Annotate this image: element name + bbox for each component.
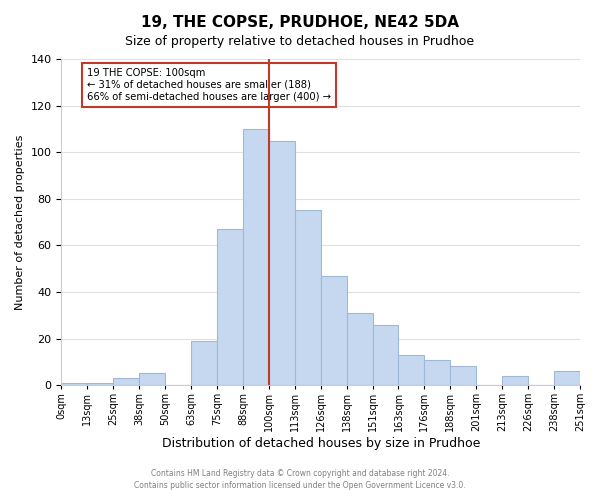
Bar: [191, 341, 217, 385]
Bar: [451, 366, 476, 385]
Bar: [88, 383, 113, 385]
Bar: [321, 276, 347, 385]
Text: Size of property relative to detached houses in Prudhoe: Size of property relative to detached ho…: [125, 35, 475, 48]
Text: 19, THE COPSE, PRUDHOE, NE42 5DA: 19, THE COPSE, PRUDHOE, NE42 5DA: [141, 15, 459, 30]
Bar: [373, 324, 398, 385]
Bar: [398, 355, 424, 385]
Bar: [502, 376, 528, 385]
Y-axis label: Number of detached properties: Number of detached properties: [15, 134, 25, 310]
Bar: [217, 229, 243, 385]
X-axis label: Distribution of detached houses by size in Prudhoe: Distribution of detached houses by size …: [161, 437, 480, 450]
Bar: [295, 210, 321, 385]
Bar: [424, 360, 451, 385]
Bar: [139, 374, 165, 385]
Bar: [269, 140, 295, 385]
Bar: [243, 129, 269, 385]
Text: Contains HM Land Registry data © Crown copyright and database right 2024.
Contai: Contains HM Land Registry data © Crown c…: [134, 468, 466, 490]
Bar: [554, 371, 580, 385]
Text: 19 THE COPSE: 100sqm
← 31% of detached houses are smaller (188)
66% of semi-deta: 19 THE COPSE: 100sqm ← 31% of detached h…: [88, 68, 331, 102]
Bar: [113, 378, 139, 385]
Bar: [347, 313, 373, 385]
Bar: [61, 383, 88, 385]
